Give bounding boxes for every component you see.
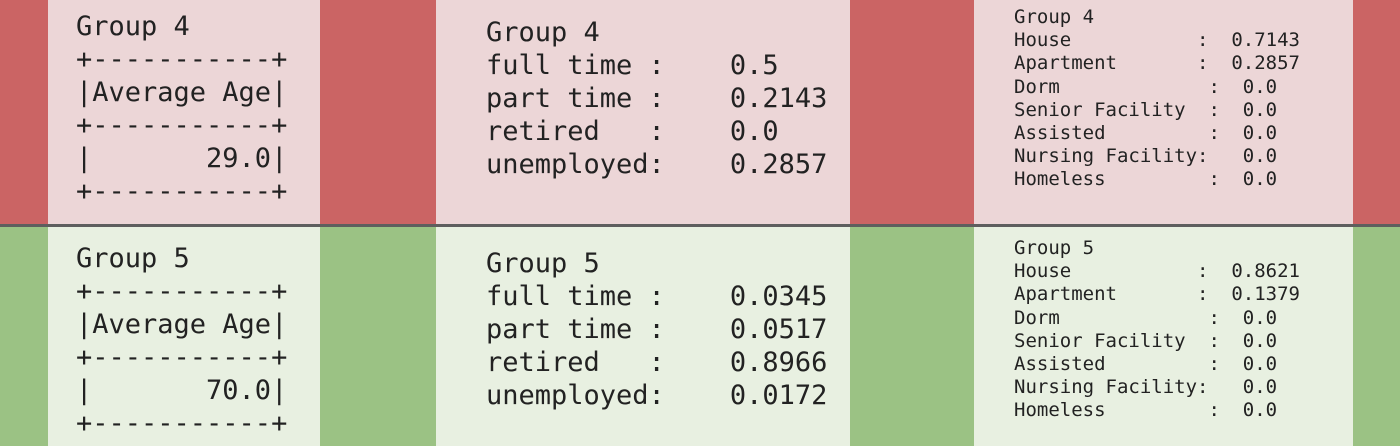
age-table-header: |Average Age| <box>76 309 288 340</box>
residence-row: House : 0.8621 <box>1014 260 1300 283</box>
group-5-band: Group 5 +-----------+ |Average Age| +---… <box>0 227 1400 446</box>
residence-title: Group 5 <box>1014 237 1095 259</box>
group-5-age-table: Group 5 +-----------+ |Average Age| +---… <box>76 242 287 440</box>
employment-row: full time : 0.5 <box>486 50 779 81</box>
group-5-residence-panel: Group 5 House : 0.8621 Apartment : 0.137… <box>974 227 1353 446</box>
residence-row: Nursing Facility: 0.0 <box>1014 376 1278 399</box>
residence-row: Senior Facility : 0.0 <box>1014 329 1278 352</box>
residence-row: Apartment : 0.1379 <box>1014 283 1300 306</box>
age-table-top-border: +-----------+ <box>76 44 288 75</box>
employment-row: full time : 0.0345 <box>486 281 828 312</box>
residence-row: Homeless : 0.0 <box>1014 168 1278 191</box>
age-table-header: |Average Age| <box>76 77 288 108</box>
group-4-employment-list: Group 4 full time : 0.5 part time : 0.21… <box>486 16 827 181</box>
group-4-age-panel: Group 4 +-----------+ |Average Age| +---… <box>48 0 320 224</box>
group-5-employment-list: Group 5 full time : 0.0345 part time : 0… <box>486 247 827 412</box>
employment-row: retired : 0.0 <box>486 116 779 147</box>
residence-row: Assisted : 0.0 <box>1014 122 1278 145</box>
age-table-mid-border: +-----------+ <box>76 342 288 373</box>
residence-row: Homeless : 0.0 <box>1014 399 1278 422</box>
band-divider <box>0 224 1400 227</box>
employment-row: unemployed: 0.2857 <box>486 149 828 180</box>
residence-row: Senior Facility : 0.0 <box>1014 98 1278 121</box>
group-4-band: Group 4 +-----------+ |Average Age| +---… <box>0 0 1400 224</box>
residence-row: Nursing Facility: 0.0 <box>1014 145 1278 168</box>
employment-row: part time : 0.0517 <box>486 314 828 345</box>
residence-row: Assisted : 0.0 <box>1014 353 1278 376</box>
age-table-mid-border: +-----------+ <box>76 110 288 141</box>
group-4-employment-panel: Group 4 full time : 0.5 part time : 0.21… <box>436 0 850 224</box>
group-4-residence-list: Group 4 House : 0.7143 Apartment : 0.285… <box>1014 6 1300 192</box>
group-4-age-table: Group 4 +-----------+ |Average Age| +---… <box>76 10 287 208</box>
age-table-top-border: +-----------+ <box>76 276 288 307</box>
employment-row: retired : 0.8966 <box>486 347 828 378</box>
employment-row: part time : 0.2143 <box>486 83 828 114</box>
residence-title: Group 4 <box>1014 6 1095 28</box>
age-table-title: Group 5 <box>76 243 190 274</box>
residence-row: House : 0.7143 <box>1014 29 1300 52</box>
group-4-residence-panel: Group 4 House : 0.7143 Apartment : 0.285… <box>974 0 1353 224</box>
residence-row: Dorm : 0.0 <box>1014 75 1278 98</box>
residence-row: Apartment : 0.2857 <box>1014 52 1300 75</box>
employment-title: Group 4 <box>486 17 600 48</box>
age-table-value-row: | 70.0| <box>76 375 288 406</box>
age-table-bottom-border: +-----------+ <box>76 408 288 439</box>
group-5-employment-panel: Group 5 full time : 0.0345 part time : 0… <box>436 227 850 446</box>
residence-row: Dorm : 0.0 <box>1014 306 1278 329</box>
employment-row: unemployed: 0.0172 <box>486 380 828 411</box>
employment-title: Group 5 <box>486 248 600 279</box>
group-5-residence-list: Group 5 House : 0.8621 Apartment : 0.137… <box>1014 237 1300 423</box>
age-table-value-row: | 29.0| <box>76 143 288 174</box>
age-table-bottom-border: +-----------+ <box>76 176 288 207</box>
group-5-age-panel: Group 5 +-----------+ |Average Age| +---… <box>48 227 320 446</box>
age-table-title: Group 4 <box>76 11 190 42</box>
